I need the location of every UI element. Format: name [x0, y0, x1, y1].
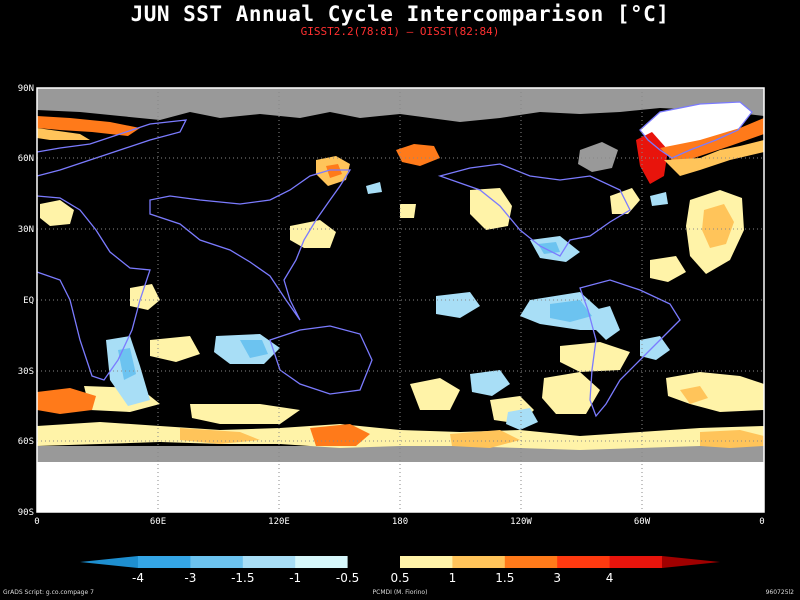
greenland-land [640, 102, 752, 158]
lat-label-90s: 90S [18, 508, 34, 518]
gridlines [37, 88, 764, 512]
colorbar-tick-label: -1.5 [231, 571, 254, 585]
map-subtitle: GISST2.2(78:81) – OISST(82:84) [300, 25, 500, 38]
lon-label-120w: 120W [510, 517, 532, 527]
footer-script: GrADS Script: g.co.compage 7 [3, 589, 94, 596]
coastlines [36, 101, 753, 418]
longitude-labels: 0 60E 120E 180 120W 60W 0 [34, 517, 764, 527]
colorbar-tick-label: -0.5 [336, 571, 359, 585]
colorbar-segment [452, 556, 506, 568]
footer-id: 960725l2 [765, 589, 794, 596]
lat-label-90n: 90N [18, 84, 34, 94]
colorbar-segment [138, 556, 191, 568]
lat-label-30n: 30N [18, 225, 34, 235]
colorbar-segment [190, 556, 244, 568]
colorbar-segment [242, 556, 296, 568]
lon-label-180: 180 [392, 517, 408, 527]
map-title: JUN SST Annual Cycle Intercomparison [°C… [130, 2, 670, 26]
colorbar-tick-label: 0.5 [390, 571, 409, 585]
colorbar-tick-label: -1 [289, 571, 301, 585]
colorbar-segment [609, 556, 663, 568]
colorbar-segment [400, 556, 453, 568]
lon-label-0-east: 0 [759, 517, 764, 527]
footer-credit: PCMDI (M. Fiorino) [372, 589, 428, 596]
colorbar-segment [347, 556, 401, 568]
colorbar-segment [295, 556, 349, 568]
lon-label-60w: 60W [634, 517, 651, 527]
colorbar: -4 -3 -1.5 -1 -0.5 0.5 1 1.5 3 4 [80, 556, 720, 585]
colorbar-tick-label: -4 [132, 571, 144, 585]
colorbar-tick-label: -3 [184, 571, 196, 585]
colorbar-tick-label: 3 [553, 571, 561, 585]
colorbar-segment [662, 556, 720, 568]
map-frame [36, 87, 765, 513]
lon-label-120e: 120E [268, 517, 290, 527]
lat-label-eq: EQ [23, 296, 34, 306]
negative-anomalies [106, 182, 670, 430]
lat-label-60n: 60N [18, 154, 34, 164]
colorbar-segment [504, 556, 558, 568]
lat-label-30s: 30S [18, 367, 34, 377]
latitude-labels: 90N 60N 30N EQ 30S 60S 90S [18, 84, 34, 518]
colorbar-tick-label: 1 [449, 571, 457, 585]
hudson-ice-mask [578, 142, 618, 172]
lat-label-60s: 60S [18, 437, 34, 447]
colorbar-segment [80, 556, 138, 568]
colorbar-segment [557, 556, 611, 568]
lon-label-0-west: 0 [34, 517, 39, 527]
colorbar-tick-label: 4 [606, 571, 614, 585]
lon-label-60e: 60E [150, 517, 166, 527]
antarctica-land [37, 462, 764, 512]
colorbar-tick-label: 1.5 [495, 571, 514, 585]
